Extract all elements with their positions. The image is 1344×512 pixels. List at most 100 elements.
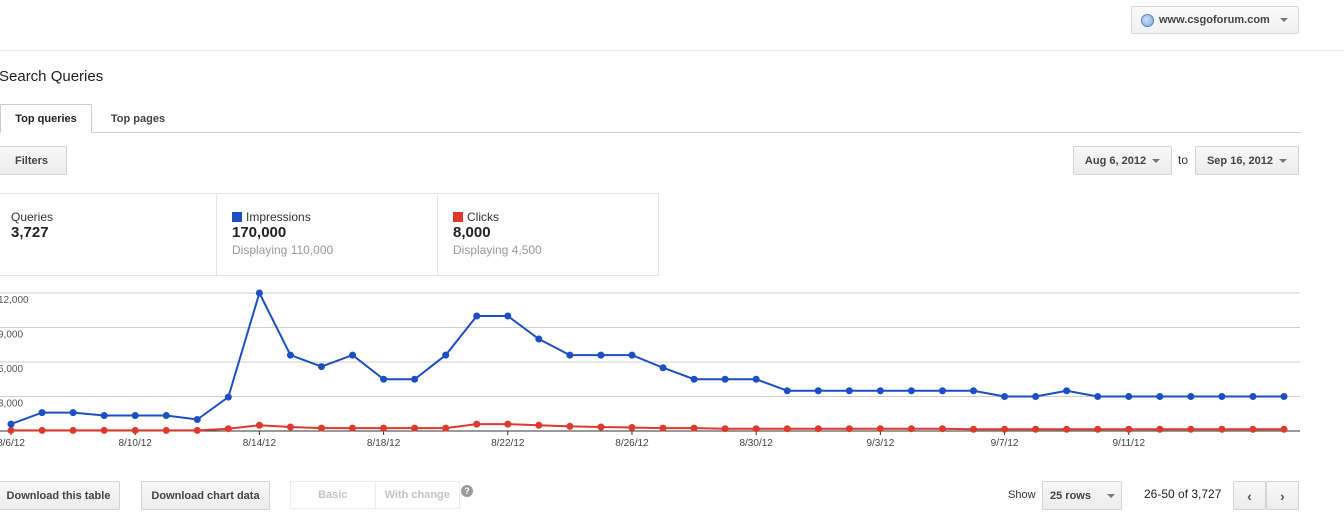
clicks-swatch bbox=[453, 212, 463, 222]
x-tick-label: 8/22/12 bbox=[491, 438, 525, 449]
clicks-point bbox=[783, 425, 791, 433]
impressions-point bbox=[752, 375, 760, 383]
stat-impressions[interactable]: Impressions 170,000 Displaying 110,000 bbox=[232, 210, 333, 257]
clicks-point bbox=[411, 424, 419, 432]
pagination-range: 26-50 of 3,727 bbox=[1144, 487, 1222, 501]
x-tick-label: 8/18/12 bbox=[367, 438, 401, 449]
site-name: www.csgoforum.com bbox=[1159, 14, 1270, 26]
impressions-point bbox=[721, 375, 729, 383]
impressions-point bbox=[876, 387, 884, 395]
with-change-toggle[interactable]: With change bbox=[374, 482, 460, 508]
impressions-swatch bbox=[232, 212, 242, 222]
clicks-point bbox=[255, 421, 263, 429]
stats-divider bbox=[216, 193, 217, 276]
clicks-point bbox=[1001, 425, 1009, 433]
impressions-point bbox=[100, 411, 108, 419]
impressions-point bbox=[38, 409, 46, 417]
clicks-point bbox=[1094, 425, 1102, 433]
clicks-point bbox=[1032, 425, 1040, 433]
clicks-point bbox=[473, 420, 481, 428]
tab-top-queries[interactable]: Top queries bbox=[0, 104, 92, 133]
clicks-point bbox=[1280, 425, 1288, 433]
clicks-point bbox=[442, 424, 450, 432]
next-page-button[interactable]: › bbox=[1266, 481, 1299, 510]
stat-impressions-value: 170,000 bbox=[232, 224, 287, 241]
clicks-point bbox=[69, 426, 77, 434]
impressions-point bbox=[1001, 393, 1009, 400]
impressions-point bbox=[131, 411, 139, 419]
impressions-point bbox=[162, 411, 170, 419]
impressions-point bbox=[1156, 393, 1164, 400]
impressions-point bbox=[1125, 393, 1133, 400]
impressions-point bbox=[1063, 387, 1071, 395]
x-tick-label: 9/7/12 bbox=[991, 438, 1019, 449]
stat-clicks-sub: Displaying 4,500 bbox=[453, 243, 542, 257]
clicks-point bbox=[1063, 425, 1071, 433]
basic-toggle[interactable]: Basic bbox=[318, 489, 348, 501]
chevron-down-icon bbox=[1279, 158, 1288, 163]
stat-impressions-sub: Displaying 110,000 bbox=[232, 243, 334, 257]
view-toggle: Basic With change bbox=[290, 481, 460, 509]
impressions-point bbox=[7, 420, 15, 428]
impressions-point bbox=[504, 312, 512, 320]
header-divider bbox=[0, 50, 1344, 51]
prev-page-button[interactable]: ‹ bbox=[1233, 481, 1266, 510]
impressions-point bbox=[783, 387, 791, 395]
y-tick-label: 9,000 bbox=[0, 330, 23, 341]
site-selector[interactable]: www.csgoforum.com bbox=[1131, 6, 1299, 34]
impressions-point bbox=[1249, 393, 1257, 400]
impressions-clicks-chart: 12,000 9,000 6,000 3,000 8/6/12 8/10/12 8/14/1… bbox=[0, 289, 1300, 449]
page-title: Search Queries bbox=[0, 68, 104, 85]
date-to-label: Sep 16, 2012 bbox=[1206, 154, 1274, 167]
x-tick-label: 8/30/12 bbox=[739, 438, 773, 449]
download-table-button[interactable]: Download this table bbox=[0, 481, 120, 510]
stat-clicks-label: Clicks bbox=[467, 210, 499, 224]
clicks-point bbox=[721, 425, 729, 433]
y-tick-label: 3,000 bbox=[0, 399, 23, 410]
impressions-point bbox=[659, 364, 667, 372]
impressions-point bbox=[597, 351, 605, 359]
clicks-point bbox=[907, 425, 915, 433]
date-to-picker[interactable]: Sep 16, 2012 bbox=[1195, 146, 1299, 175]
impressions-point bbox=[411, 375, 419, 383]
clicks-point bbox=[1156, 425, 1164, 433]
clicks-point bbox=[7, 426, 15, 434]
impressions-point bbox=[380, 375, 388, 383]
clicks-point bbox=[566, 422, 574, 430]
help-icon[interactable]: ? bbox=[461, 485, 473, 497]
clicks-point bbox=[193, 426, 201, 434]
impressions-point bbox=[317, 363, 325, 371]
clicks-point bbox=[690, 424, 698, 432]
clicks-point bbox=[876, 425, 884, 433]
stat-clicks[interactable]: Clicks 8,000 Displaying 4,500 bbox=[453, 210, 542, 257]
stat-queries[interactable]: Queries 3,727 bbox=[11, 210, 53, 241]
impressions-point bbox=[442, 351, 450, 359]
filters-button[interactable]: Filters bbox=[0, 146, 67, 175]
rows-select[interactable]: 25 rows bbox=[1042, 481, 1122, 510]
download-chart-button[interactable]: Download chart data bbox=[141, 481, 270, 510]
chevron-down-icon bbox=[1152, 158, 1161, 163]
clicks-point bbox=[349, 424, 357, 432]
show-label: Show bbox=[1008, 489, 1036, 501]
impressions-point bbox=[473, 312, 481, 320]
y-tick-label: 12,000 bbox=[0, 295, 29, 306]
clicks-point bbox=[628, 424, 636, 432]
x-tick-label: 8/10/12 bbox=[119, 438, 153, 449]
stat-queries-label: Queries bbox=[11, 210, 54, 224]
impressions-point bbox=[1218, 393, 1226, 400]
clicks-point bbox=[224, 425, 232, 433]
stat-queries-value: 3,727 bbox=[11, 224, 49, 241]
x-tick-label: 8/26/12 bbox=[615, 438, 649, 449]
chevron-down-icon bbox=[1106, 493, 1115, 498]
date-from-picker[interactable]: Aug 6, 2012 bbox=[1073, 146, 1172, 175]
impressions-point bbox=[1280, 393, 1288, 400]
impressions-point bbox=[286, 351, 294, 359]
y-tick-label: 6,000 bbox=[0, 364, 23, 375]
clicks-point bbox=[162, 426, 170, 434]
impressions-point bbox=[690, 375, 698, 383]
date-from-label: Aug 6, 2012 bbox=[1084, 154, 1147, 167]
x-tick-label: 9/3/12 bbox=[866, 438, 894, 449]
globe-icon bbox=[1141, 13, 1154, 27]
tab-top-pages[interactable]: Top pages bbox=[110, 112, 166, 125]
impressions-point bbox=[566, 351, 574, 359]
